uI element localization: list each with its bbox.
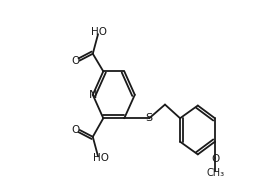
Text: HO: HO (93, 153, 109, 163)
Text: S: S (146, 113, 153, 123)
Text: N: N (89, 90, 97, 100)
Text: O: O (212, 154, 220, 164)
Text: HO: HO (91, 27, 107, 37)
Text: CH₃: CH₃ (207, 168, 225, 178)
Text: O: O (71, 56, 80, 66)
Text: O: O (71, 125, 80, 135)
